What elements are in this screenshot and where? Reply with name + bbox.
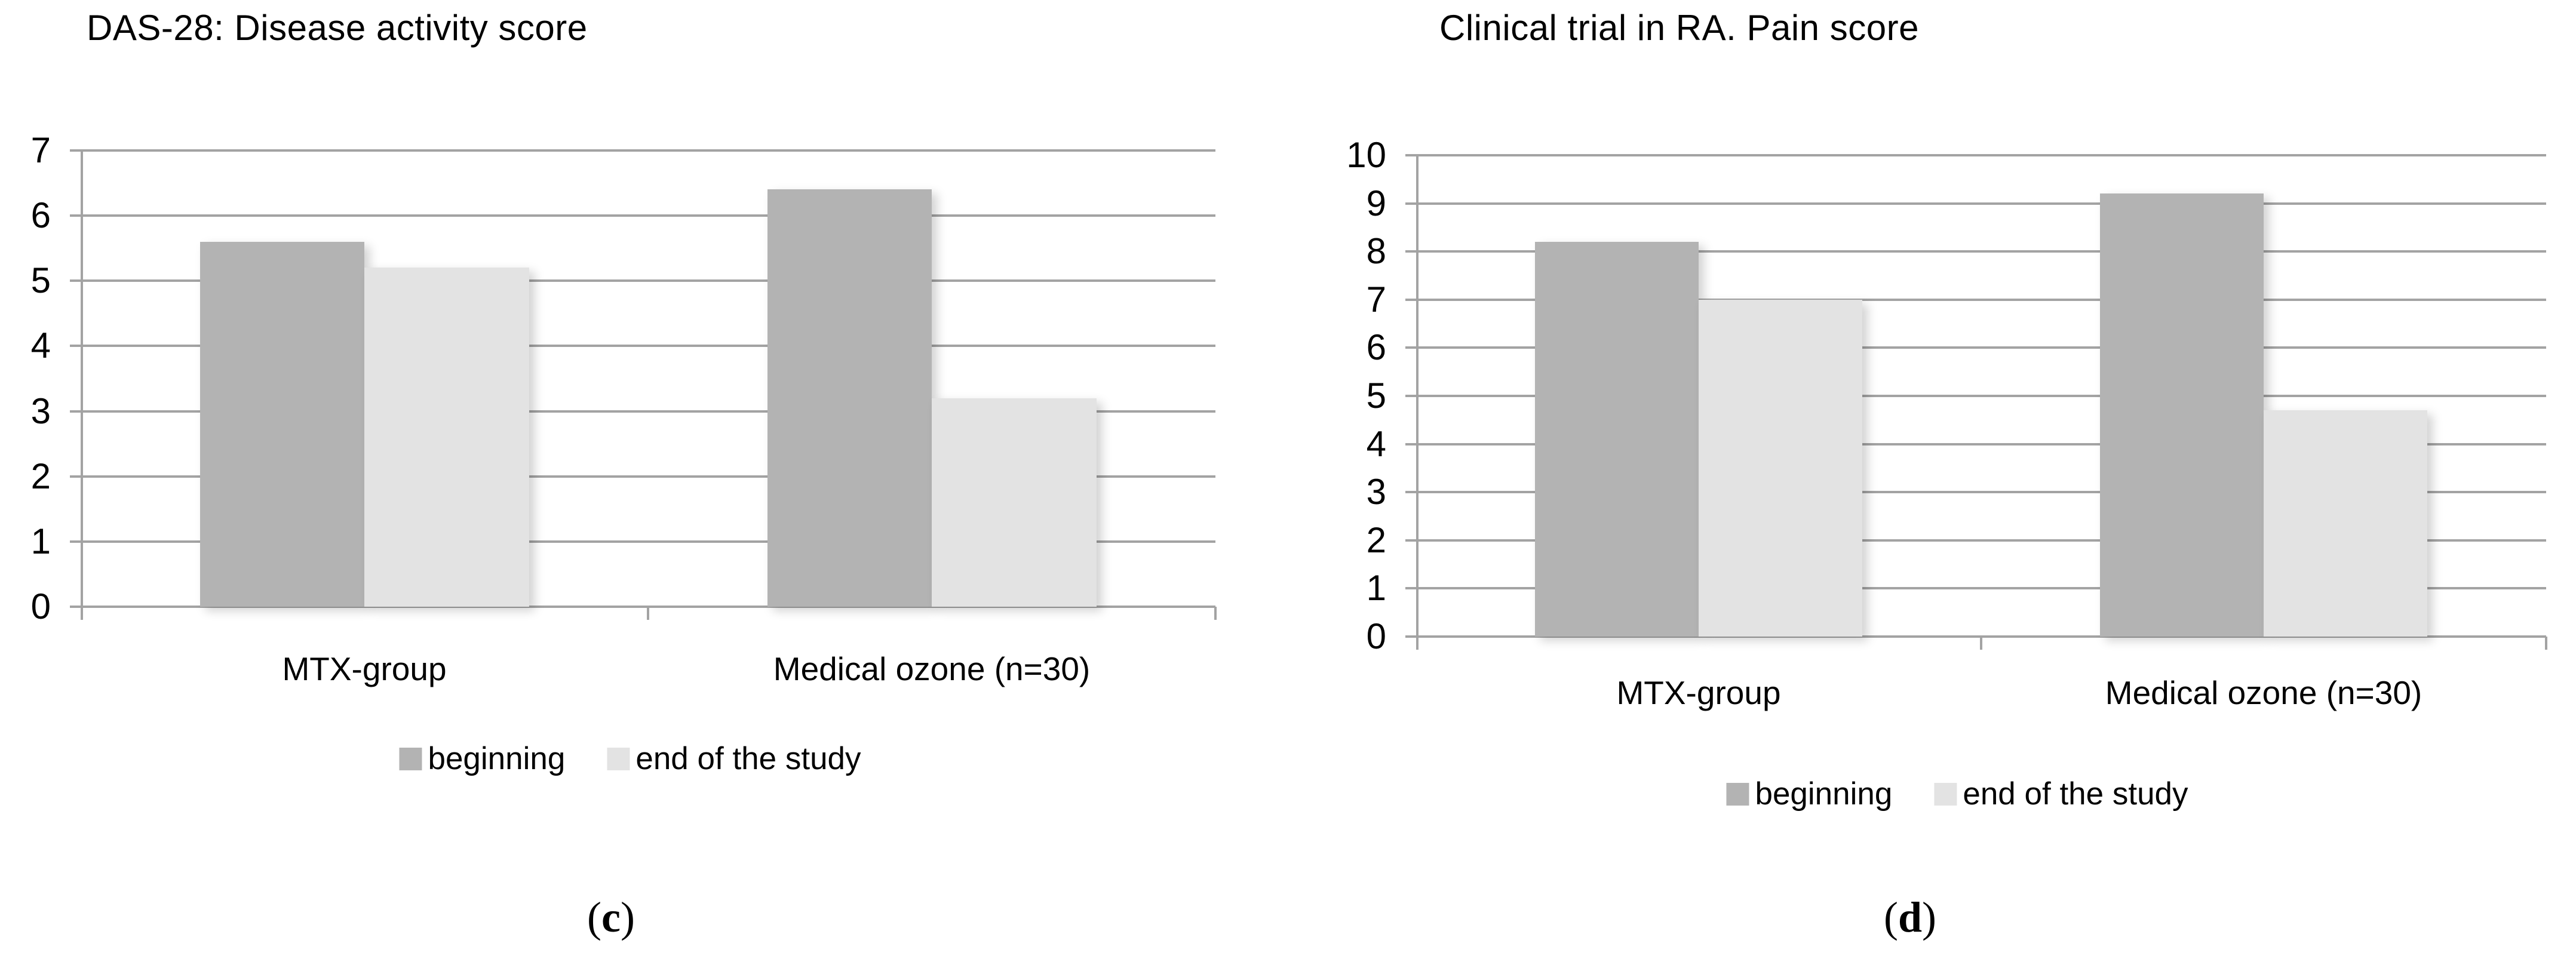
- gridline: [1405, 587, 2546, 590]
- y-axis-tick-label: 2: [30, 456, 51, 496]
- x-axis-tick: [1980, 637, 1982, 650]
- gridline: [1405, 346, 2546, 349]
- gridline: [1405, 395, 2546, 397]
- y-axis-tick-label: 1: [30, 521, 51, 561]
- legend-swatch-icon: [399, 747, 422, 770]
- caption-letter: d: [1898, 893, 1923, 941]
- gridline: [70, 149, 1215, 152]
- gridline: [70, 345, 1215, 348]
- bar-end-ozone: [2264, 410, 2428, 637]
- gridline: [1405, 491, 2546, 494]
- bar-end-mtx: [364, 268, 529, 607]
- caption-paren-open: (: [587, 893, 602, 941]
- y-axis-tick-label: 7: [30, 130, 51, 170]
- y-axis-tick-label: 10: [1346, 135, 1386, 175]
- bar-end-mtx: [1699, 299, 1863, 637]
- x-axis-line: [70, 606, 1215, 608]
- legend-label: end of the study: [1963, 776, 2188, 812]
- legend-pain: beginning end of the study: [1726, 778, 2188, 810]
- gridline: [1405, 154, 2546, 156]
- gridline: [1405, 298, 2546, 301]
- y-axis-tick-label: 6: [30, 195, 51, 236]
- caption-paren-close: ): [1922, 893, 1937, 941]
- legend-label: end of the study: [635, 741, 861, 776]
- gridline: [70, 410, 1215, 413]
- figure-caption-d: (d): [1884, 896, 1936, 939]
- x-category-label: MTX-group: [1616, 674, 1781, 711]
- legend-item: end of the study: [607, 743, 861, 775]
- gridline: [1405, 539, 2546, 542]
- x-axis-tick: [1214, 607, 1217, 620]
- x-axis-line: [1405, 635, 2546, 638]
- bar-beginning-ozone: [767, 189, 932, 607]
- y-axis-tick-label: 0: [30, 586, 51, 626]
- gridline: [1405, 202, 2546, 205]
- y-axis-tick-label: 1: [1366, 568, 1386, 609]
- y-axis-tick-label: 0: [1366, 616, 1386, 656]
- bar-end-ozone: [932, 398, 1097, 607]
- x-category-label: Medical ozone (n=30): [2105, 674, 2423, 711]
- legend-das28: beginning end of the study: [399, 743, 861, 775]
- x-axis-tick: [2545, 637, 2547, 650]
- x-category-label: MTX-group: [282, 650, 447, 687]
- caption-paren-open: (: [1883, 893, 1898, 941]
- y-axis-line: [81, 150, 83, 620]
- legend-item: beginning: [1726, 778, 1892, 810]
- y-axis-tick-label: 5: [1366, 376, 1386, 416]
- y-axis-tick-label: 9: [1366, 183, 1386, 223]
- x-category-label: Medical ozone (n=30): [773, 650, 1091, 687]
- legend-label: beginning: [1755, 776, 1893, 812]
- legend-swatch-icon: [1934, 782, 1957, 806]
- y-axis-tick-label: 4: [1366, 423, 1386, 464]
- figure-caption-c: (c): [587, 896, 635, 939]
- gridline: [1405, 250, 2546, 253]
- x-axis-tick: [647, 607, 649, 620]
- caption-letter: c: [601, 893, 621, 941]
- legend-item: beginning: [399, 743, 565, 775]
- y-axis-tick-label: 5: [30, 260, 51, 301]
- legend-item: end of the study: [1934, 778, 2188, 810]
- y-axis-tick-label: 8: [1366, 231, 1386, 272]
- y-axis-tick-label: 7: [1366, 279, 1386, 319]
- gridline: [70, 540, 1215, 543]
- legend-swatch-icon: [607, 747, 630, 770]
- y-axis-tick-label: 4: [30, 325, 51, 366]
- gridline: [1405, 442, 2546, 445]
- y-axis-tick-label: 6: [1366, 327, 1386, 368]
- bar-beginning-mtx: [199, 241, 364, 607]
- legend-swatch-icon: [1726, 782, 1749, 806]
- chart-title-das28: DAS-28: Disease activity score: [87, 8, 588, 48]
- legend-label: beginning: [428, 741, 566, 776]
- bar-beginning-ozone: [2099, 193, 2264, 637]
- bar-beginning-mtx: [1534, 242, 1699, 637]
- gridline: [70, 279, 1215, 282]
- y-axis-tick-label: 2: [1366, 520, 1386, 560]
- chart-title-pain: Clinical trial in RA. Pain score: [1439, 8, 1919, 48]
- y-axis-line: [1416, 155, 1419, 650]
- y-axis-tick-label: 3: [30, 391, 51, 431]
- caption-paren-close: ): [620, 893, 635, 941]
- gridline: [70, 475, 1215, 478]
- y-axis-tick-label: 3: [1366, 472, 1386, 512]
- gridline: [70, 214, 1215, 217]
